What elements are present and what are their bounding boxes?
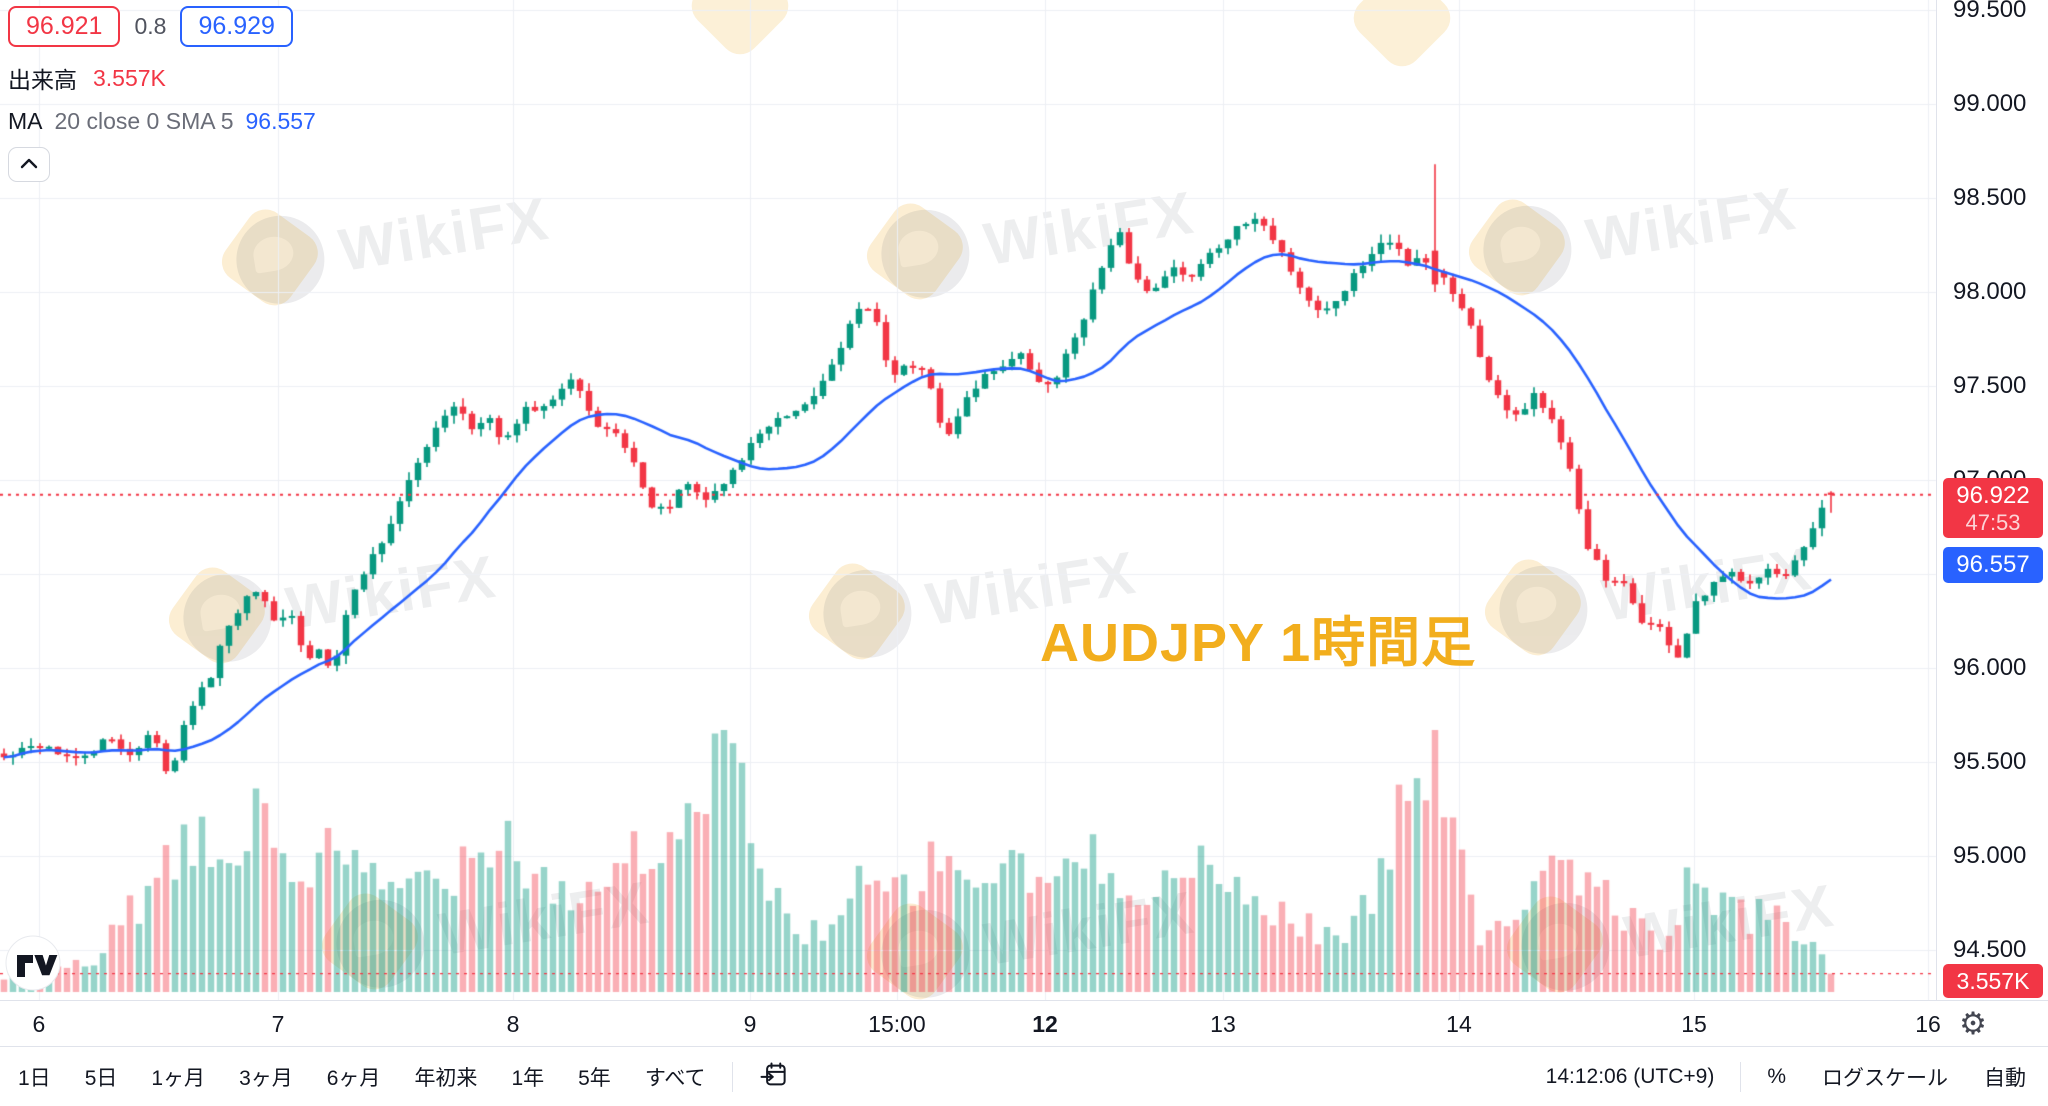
chevron-up-icon [20,156,38,174]
current-volume-badge: 3.557K [1943,964,2043,998]
price-tick-label: 98.000 [1953,278,2027,305]
volume-value: 3.557K [93,64,166,91]
ma-value: 96.557 [245,108,316,134]
bid-ask-row: 96.921 0.8 96.929 [8,6,316,47]
time-tick-label: 6 [32,1011,46,1037]
range-button-5年[interactable]: 5年 [578,1066,611,1090]
candlestick-chart-canvas[interactable] [0,0,2048,1000]
range-button-年初来[interactable]: 年初来 [414,1066,478,1090]
go-to-date-button[interactable] [759,1060,789,1093]
price-tick-label: 99.000 [1953,90,2027,117]
bar-countdown: 47:53 [1965,510,2021,535]
time-tick-label: 15:00 [868,1011,926,1037]
log-scale-button[interactable]: ログスケール [1822,1062,1948,1092]
time-tick-label: 15 [1681,1011,1707,1037]
ma-value-badge: 96.557 [1943,547,2043,583]
time-tick-label: 7 [271,1011,285,1037]
time-tick-label: 9 [743,1011,757,1037]
collapse-legend-button[interactable] [8,147,50,182]
toolbar-divider-2 [1740,1061,1742,1092]
current-price-badge: 96.922 47:53 [1943,478,2043,538]
ma-params: 20 close 0 SMA 5 [54,108,234,134]
clock-display[interactable]: 14:12:06 (UTC+9) [1545,1064,1715,1088]
time-axis[interactable]: ⚙ 6 7 8 9 15:00 12 13 14 15 16 [0,1000,2048,1046]
price-tick-label: 95.500 [1953,748,2027,775]
buy-price-button[interactable]: 96.929 [180,6,293,47]
calendar-goto-icon [759,1060,789,1093]
time-tick-label: 14 [1446,1011,1472,1037]
price-axis[interactable]: 94.50095.00095.50096.00096.50097.00097.5… [1936,0,2048,1000]
price-tick-label: 99.500 [1953,0,2027,23]
scale-controls: % ログスケール 自動 [1767,1062,2026,1092]
symbol-timeframe-watermark: AUDJPY 1時間足 [1040,613,1477,673]
time-tick-label: 12 [1032,1011,1058,1037]
range-button-6ヶ月[interactable]: 6ヶ月 [326,1066,381,1090]
toolbar-divider [731,1061,733,1092]
price-tick-label: 96.000 [1953,654,2027,681]
ma-label: MA [8,108,43,134]
time-tick-label: 16 [1915,1011,1941,1037]
range-button-1年[interactable]: 1年 [511,1066,545,1090]
bottom-toolbar: 1日 5日 1ヶ月 3ヶ月 6ヶ月 年初来 1年 5年 すべて 14:12:06 (UTC+9)… [0,1046,2048,1106]
gear-icon[interactable]: ⚙ [1959,1006,1987,1041]
range-button-5日[interactable]: 5日 [84,1066,118,1090]
volume-label: 出来高 [8,67,77,93]
range-button-1ヶ月[interactable]: 1ヶ月 [151,1066,206,1090]
time-tick-label: 8 [506,1011,520,1037]
auto-scale-button[interactable]: 自動 [1984,1062,2026,1092]
tradingview-logo[interactable] [4,934,62,997]
time-tick-label: 13 [1210,1011,1236,1037]
range-button-すべて[interactable]: すべて [644,1066,706,1090]
spread-value: 0.8 [134,13,167,39]
sell-price-button[interactable]: 96.921 [8,6,121,47]
volume-legend-row: 出来高 3.557K [8,61,316,95]
legend-panel: 96.921 0.8 96.929 出来高 3.557K MA 20 close… [8,6,316,182]
percent-scale-button[interactable]: % [1767,1064,1786,1088]
price-tick-label: 95.000 [1953,842,2027,869]
range-button-1日[interactable]: 1日 [18,1066,51,1090]
price-tick-label: 97.500 [1953,372,2027,399]
range-buttons: 1日 5日 1ヶ月 3ヶ月 6ヶ月 年初来 1年 5年 すべて [18,1062,706,1092]
range-button-3ヶ月[interactable]: 3ヶ月 [239,1066,293,1090]
ma-legend-row: MA 20 close 0 SMA 5 96.557 [8,108,316,135]
current-price-value: 96.922 [1956,482,2030,509]
price-tick-label: 98.500 [1953,184,2027,211]
price-tick-label: 94.500 [1953,936,2027,963]
